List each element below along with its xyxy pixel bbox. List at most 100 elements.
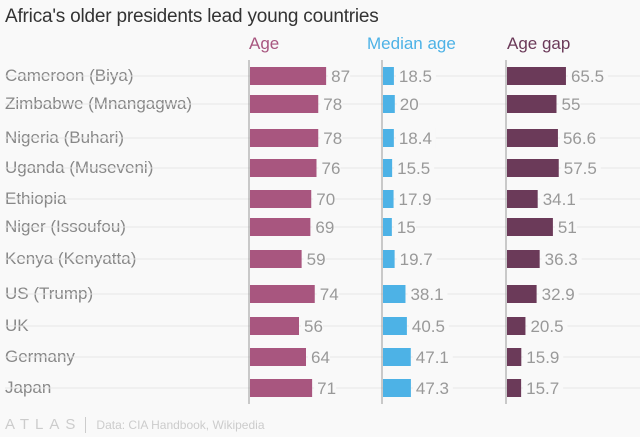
bar-label-bg: [538, 284, 579, 304]
bar: [383, 285, 406, 303]
bar: [250, 190, 312, 208]
bar-label-bg: [412, 378, 453, 398]
bar-label-bg: [396, 94, 419, 114]
data-label: 51: [558, 218, 577, 237]
data-label: 38.1: [410, 285, 443, 304]
data-label: 78: [323, 95, 342, 114]
bar: [507, 95, 557, 113]
data-label: 56.6: [563, 129, 596, 148]
data-label: 71: [317, 379, 336, 398]
data-label: 69: [315, 218, 334, 237]
bar-label-bg: [554, 217, 577, 237]
data-label: 15: [397, 218, 416, 237]
data-label: 34.1: [543, 190, 576, 209]
bar: [507, 190, 538, 208]
data-label: 59: [307, 250, 326, 269]
bar: [250, 285, 315, 303]
bar: [250, 159, 317, 177]
bar: [507, 379, 522, 397]
data-label: 57.5: [564, 159, 597, 178]
bar: [507, 129, 558, 147]
bar: [383, 317, 407, 335]
bar-label-bg: [303, 249, 326, 269]
data-label: 56: [304, 317, 323, 336]
bar: [383, 95, 395, 113]
bar: [250, 95, 319, 113]
bar: [250, 67, 327, 85]
bar: [250, 317, 299, 335]
bar-label-bg: [308, 347, 330, 367]
bar: [383, 348, 411, 366]
data-label: 47.3: [416, 379, 449, 398]
bar-label-bg: [395, 128, 436, 148]
bar-label-bg: [320, 94, 343, 114]
bar-label-bg: [567, 66, 608, 86]
bar: [383, 218, 392, 236]
bar-label-bg: [539, 189, 580, 209]
bar-label-bg: [318, 158, 341, 178]
bar: [507, 159, 559, 177]
bar: [507, 250, 540, 268]
bar-label-bg: [560, 158, 601, 178]
footer-divider: [85, 416, 87, 433]
bar: [383, 67, 394, 85]
data-label: 36.3: [545, 250, 578, 269]
bar-label-bg: [541, 249, 582, 269]
data-label: 64: [311, 348, 330, 367]
bar: [250, 218, 311, 236]
bar-label-bg: [558, 94, 581, 114]
data-label: 70: [316, 190, 335, 209]
data-source: Data: CIA Handbook, Wikipedia: [96, 417, 265, 432]
bar: [383, 379, 411, 397]
column-header-age-gap: Age gap: [507, 34, 571, 53]
data-label: 78: [323, 129, 342, 148]
bar: [507, 285, 537, 303]
data-label: 19.7: [400, 250, 433, 269]
column-header-age: Age: [249, 34, 280, 53]
data-label: 18.5: [399, 67, 432, 86]
data-label: 74: [320, 285, 339, 304]
bar: [250, 348, 306, 366]
data-label: 20: [400, 95, 419, 114]
data-label: 47.1: [416, 348, 449, 367]
bar: [383, 129, 394, 147]
bar: [250, 250, 302, 268]
bar: [250, 129, 319, 147]
bar-label-bg: [394, 158, 435, 178]
bar-label-bg: [316, 284, 339, 304]
data-label: 76: [322, 159, 341, 178]
bar-label-bg: [312, 217, 335, 237]
bar: [250, 379, 313, 397]
bar-label-bg: [412, 347, 453, 367]
data-label: 20.5: [530, 317, 563, 336]
bar: [507, 67, 566, 85]
bar: [507, 348, 522, 366]
bar-label-bg: [396, 249, 437, 269]
bar: [383, 250, 395, 268]
data-label: 32.9: [542, 285, 575, 304]
data-label: 18.4: [399, 129, 432, 148]
data-label: 55: [562, 95, 581, 114]
bar-label-bg: [395, 66, 436, 86]
data-label: 15.7: [526, 379, 559, 398]
bar-label-bg: [408, 316, 449, 336]
bar-label-bg: [395, 189, 436, 209]
bar-label-bg: [314, 378, 337, 398]
data-label: 15.5: [397, 159, 430, 178]
atlas-logo: ATLAS: [5, 416, 82, 433]
bar: [507, 218, 553, 236]
data-label: 15.9: [526, 348, 559, 367]
data-label: 40.5: [412, 317, 445, 336]
bar-label-bg: [301, 316, 323, 336]
data-label: 87: [331, 67, 350, 86]
bar: [383, 190, 394, 208]
bar-label-bg: [559, 128, 600, 148]
chart-title: Africa's older presidents lead young cou…: [5, 6, 379, 27]
column-header-median-age: Median age: [367, 34, 456, 53]
data-label: 65.5: [571, 67, 604, 86]
bar-label-bg: [523, 347, 564, 367]
bar-label-bg: [313, 189, 336, 209]
footer: ATLAS Data: CIA Handbook, Wikipedia: [5, 416, 265, 433]
data-label: 17.9: [399, 190, 432, 209]
